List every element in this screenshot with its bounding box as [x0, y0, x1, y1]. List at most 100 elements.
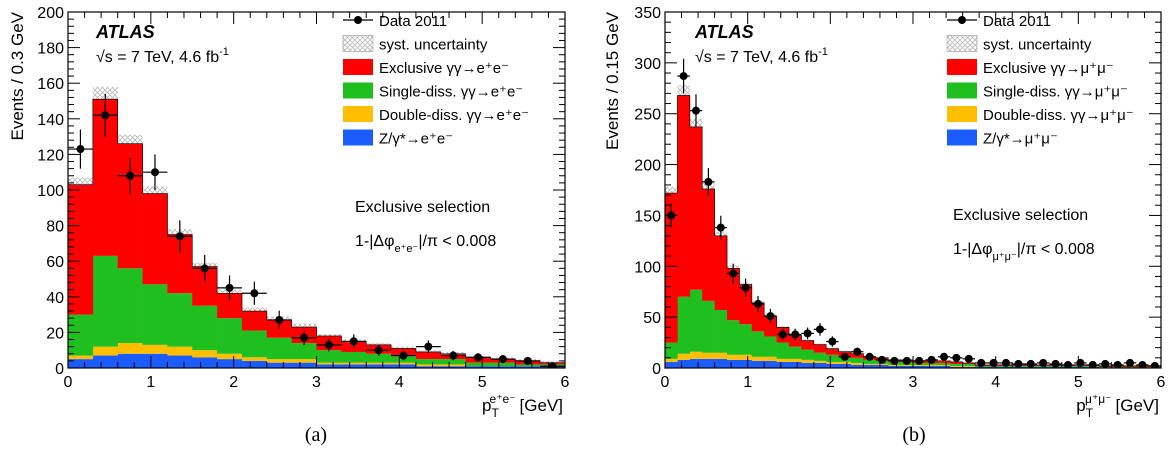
- data-point-b: [950, 353, 963, 362]
- data-marker-b: [778, 330, 787, 339]
- y-tick-label-b: 150: [634, 208, 661, 225]
- data-marker-a: [150, 168, 159, 177]
- data-marker-a: [200, 264, 209, 273]
- energy-label-b: √s = 7 TeV, 4.6 fb-1: [695, 46, 828, 66]
- legend-label-single_diss-a: Single-diss. γγ→e⁺e⁻: [379, 84, 523, 101]
- data-marker-b: [803, 329, 812, 338]
- data-marker-b: [692, 106, 700, 115]
- x-axis-label-a: pTe⁺e⁻ [GeV]: [482, 392, 563, 420]
- bar-double_diss-b: [950, 365, 963, 367]
- bar-exclusive-b: [950, 361, 963, 364]
- data-point-a: [217, 275, 242, 301]
- caption-b: (b): [902, 424, 926, 446]
- bar-double_diss-a: [415, 364, 442, 367]
- data-point-a: [465, 353, 491, 362]
- bar-double_diss-b: [801, 359, 815, 363]
- data-marker-b: [766, 312, 775, 321]
- data-marker-b: [1051, 359, 1060, 368]
- y-tick-label-b: 200: [634, 158, 661, 175]
- bar-double_diss-b: [913, 364, 926, 366]
- legend-swatch-exclusive-b: [947, 59, 977, 75]
- bar-double_diss-b: [789, 358, 802, 362]
- bar-single_diss-b: [776, 342, 790, 359]
- cut-label-b: 1-|Δφμ⁺μ⁻|/π < 0.008: [953, 241, 1095, 263]
- data-marker-a: [300, 333, 309, 342]
- bar-double_diss-b: [689, 351, 703, 359]
- bar-dy-a: [217, 359, 243, 368]
- data-point-b: [677, 58, 690, 94]
- x-tick-label-a: 4: [395, 374, 404, 391]
- y-axis-label-b: Events / 0.15 GeV: [603, 11, 622, 150]
- bar-dy-b: [888, 365, 901, 368]
- bar-dy-b: [838, 363, 852, 368]
- legend-a: Data 2011 syst. uncertainty Exclusive γγ→e…: [342, 13, 529, 148]
- data-marker-a: [324, 340, 333, 349]
- bar-double_diss-b: [888, 364, 901, 366]
- data-point-b: [1099, 359, 1112, 368]
- bar-exclusive-b: [689, 126, 703, 290]
- data-marker-a: [349, 337, 358, 346]
- bar-dy-b: [702, 358, 715, 368]
- bar-single_diss-b: [739, 324, 753, 355]
- y-tick-label-a: 140: [37, 112, 64, 129]
- bar-double_diss-a: [440, 364, 466, 367]
- bar-double_diss-a: [167, 346, 193, 356]
- bar-dy-b: [801, 362, 815, 368]
- experiment-label-b: ATLAS: [694, 22, 754, 42]
- y-tick-label-a: 20: [46, 325, 64, 342]
- bar-dy-b: [776, 361, 790, 368]
- bar-exclusive-b: [764, 316, 777, 337]
- bar-double_diss-a: [142, 344, 168, 354]
- bar-double_diss-a: [68, 355, 94, 360]
- y-tick-label-a: 200: [37, 5, 64, 22]
- bar-double_diss-b: [764, 356, 777, 361]
- data-point-b: [776, 328, 789, 341]
- data-marker-b: [754, 299, 762, 308]
- bar-dy-a: [490, 366, 516, 368]
- data-marker-a: [175, 232, 184, 241]
- y-tick-label-a: 80: [46, 219, 64, 236]
- bar-exclusive-b: [789, 335, 802, 347]
- bar-double_diss-b: [677, 353, 691, 360]
- legend-swatch-double_diss-b: [947, 106, 977, 122]
- y-tick-label-b: 50: [643, 310, 661, 327]
- data-point-a: [515, 356, 541, 365]
- data-marker-b: [952, 353, 961, 362]
- bar-single_diss-a: [266, 337, 292, 360]
- y-tick-label-a: 60: [46, 254, 64, 271]
- bar-single_diss-b: [714, 310, 728, 353]
- bar-double_diss-a: [217, 353, 243, 360]
- bar-dy-b: [813, 362, 827, 368]
- x-tick-label-a: 1: [146, 374, 155, 391]
- data-point-a: [117, 157, 143, 194]
- bar-dy-a: [142, 353, 168, 368]
- data-marker-b: [840, 352, 849, 361]
- cut-label-a: 1-|Δφe⁺e⁻|/π < 0.008: [355, 233, 496, 255]
- bar-single_diss-a: [92, 255, 118, 347]
- bar-single_diss-b: [789, 346, 802, 359]
- data-marker-a: [126, 171, 135, 180]
- bar-single_diss-b: [727, 320, 740, 355]
- bar-dy-a: [68, 359, 94, 368]
- legend-label-double_diss-a: Double-diss. γγ→e⁺e⁻: [379, 107, 529, 124]
- bar-dy-a: [117, 353, 143, 368]
- data-point-a: [391, 350, 416, 361]
- bar-double_diss-a: [117, 343, 143, 354]
- y-tick-label-b: 0: [652, 361, 661, 378]
- data-marker-a: [449, 351, 458, 360]
- data-point-a: [490, 355, 516, 364]
- legend-swatch-syst-a: [342, 35, 374, 52]
- data-point-b: [714, 215, 727, 240]
- data-point-a: [341, 334, 367, 349]
- data-point-b: [789, 328, 802, 341]
- chart-a: 0 1 2 3 4 5 6020406080100120140160180200Events…: [8, 5, 570, 420]
- bar-double_diss-b: [776, 358, 790, 362]
- bar-single_diss-b: [702, 300, 715, 353]
- data-point-b: [727, 263, 740, 284]
- bar-single_diss-a: [192, 305, 218, 351]
- caption-a: (a): [304, 424, 328, 446]
- data-marker-b: [791, 330, 800, 339]
- data-marker-b: [940, 352, 948, 361]
- bar-dy-b: [900, 365, 914, 368]
- bar-exclusive-b: [751, 302, 765, 332]
